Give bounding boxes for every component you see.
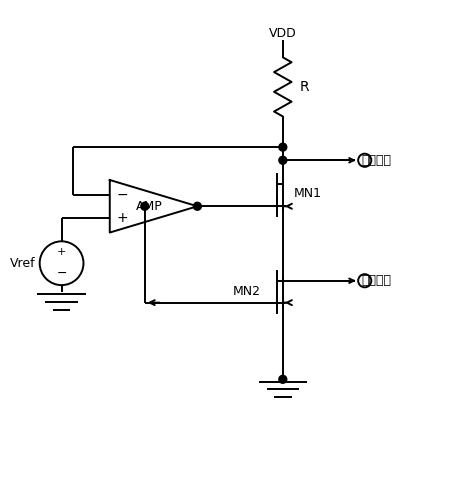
Text: AMP: AMP (136, 200, 163, 213)
Circle shape (141, 202, 149, 210)
Text: MN1: MN1 (294, 187, 322, 200)
Text: MN2: MN2 (233, 285, 261, 298)
Text: Vref: Vref (10, 257, 35, 270)
Circle shape (279, 156, 287, 164)
Text: R: R (299, 80, 309, 94)
Text: VDD: VDD (269, 27, 297, 40)
Text: +: + (116, 211, 128, 225)
Text: 输入信号: 输入信号 (362, 274, 392, 287)
Circle shape (193, 202, 201, 210)
Circle shape (279, 143, 287, 151)
Text: −: − (56, 266, 67, 280)
Text: 开漏输出: 开漏输出 (362, 154, 392, 167)
Text: −: − (116, 187, 128, 202)
Circle shape (279, 375, 287, 383)
Text: +: + (57, 247, 66, 257)
